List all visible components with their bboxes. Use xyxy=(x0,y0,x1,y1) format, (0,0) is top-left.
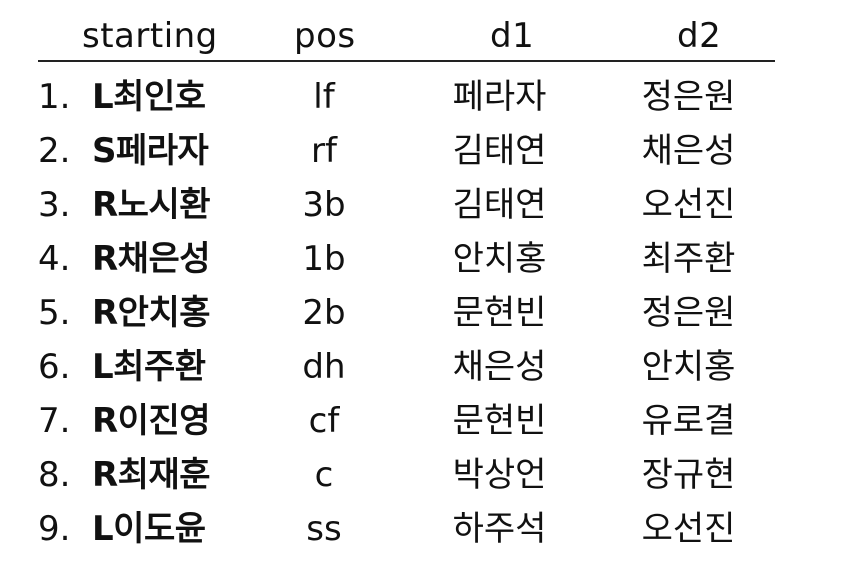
depth-2-player: 오선진 xyxy=(641,509,736,549)
starting-player: S페라자 xyxy=(92,131,209,171)
table-row: 4. R채은성 1b 안치홍 최주환 xyxy=(0,232,850,286)
position: rf xyxy=(311,131,337,171)
position: 1b xyxy=(302,239,346,279)
table-row: 3. R노시환 3b 김태연 오선진 xyxy=(0,178,850,232)
starting-player: R최재훈 xyxy=(92,455,211,495)
starting-player: L최인호 xyxy=(92,77,206,117)
row-number: 3. xyxy=(38,185,71,225)
depth-1-player: 하주석 xyxy=(452,509,547,549)
row-number: 6. xyxy=(38,347,71,387)
header-d2: d2 xyxy=(677,16,722,56)
table-row: 1. L최인호 lf 페라자 정은원 xyxy=(0,70,850,124)
depth-2-player: 최주환 xyxy=(641,239,736,279)
depth-1-player: 김태연 xyxy=(452,185,547,225)
table-header: starting pos d1 d2 xyxy=(0,16,850,62)
starting-player: L이도윤 xyxy=(92,509,206,549)
header-starting: starting xyxy=(82,16,218,56)
position: 3b xyxy=(302,185,346,225)
table-row: 7. R이진영 cf 문현빈 유로결 xyxy=(0,394,850,448)
depth-2-player: 채은성 xyxy=(641,131,736,171)
table-row: 9. L이도윤 ss 하주석 오선진 xyxy=(0,502,850,556)
depth-2-player: 안치홍 xyxy=(641,347,736,387)
header-divider xyxy=(38,60,775,62)
row-number: 8. xyxy=(38,455,71,495)
row-number: 7. xyxy=(38,401,71,441)
position: dh xyxy=(302,347,346,387)
depth-1-player: 안치홍 xyxy=(452,239,547,279)
table-body: 1. L최인호 lf 페라자 정은원 2. S페라자 rf 김태연 채은성 3.… xyxy=(0,70,850,556)
position: 2b xyxy=(302,293,346,333)
depth-2-player: 정은원 xyxy=(641,77,736,117)
table-row: 8. R최재훈 c 박상언 장규현 xyxy=(0,448,850,502)
header-d1: d1 xyxy=(490,16,535,56)
depth-1-player: 채은성 xyxy=(452,347,547,387)
table-row: 2. S페라자 rf 김태연 채은성 xyxy=(0,124,850,178)
starting-player: R채은성 xyxy=(92,239,211,279)
starting-player: R이진영 xyxy=(92,401,211,441)
table-row: 6. L최주환 dh 채은성 안치홍 xyxy=(0,340,850,394)
header-pos: pos xyxy=(294,16,356,56)
row-number: 5. xyxy=(38,293,71,333)
depth-2-player: 정은원 xyxy=(641,293,736,333)
position: c xyxy=(314,455,334,495)
position: lf xyxy=(313,77,335,117)
depth-1-player: 김태연 xyxy=(452,131,547,171)
row-number: 1. xyxy=(38,77,71,117)
position: ss xyxy=(306,509,342,549)
depth-2-player: 유로결 xyxy=(641,401,736,441)
depth-1-player: 박상언 xyxy=(452,455,547,495)
depth-1-player: 문현빈 xyxy=(452,293,547,333)
depth-1-player: 문현빈 xyxy=(452,401,547,441)
depth-2-player: 오선진 xyxy=(641,185,736,225)
row-number: 9. xyxy=(38,509,71,549)
depth-1-player: 페라자 xyxy=(452,77,547,117)
position: cf xyxy=(308,401,340,441)
starting-player: R안치홍 xyxy=(92,293,211,333)
depth-2-player: 장규현 xyxy=(641,455,736,495)
row-number: 2. xyxy=(38,131,71,171)
table-row: 5. R안치홍 2b 문현빈 정은원 xyxy=(0,286,850,340)
row-number: 4. xyxy=(38,239,71,279)
starting-player: R노시환 xyxy=(92,185,211,225)
starting-player: L최주환 xyxy=(92,347,206,387)
